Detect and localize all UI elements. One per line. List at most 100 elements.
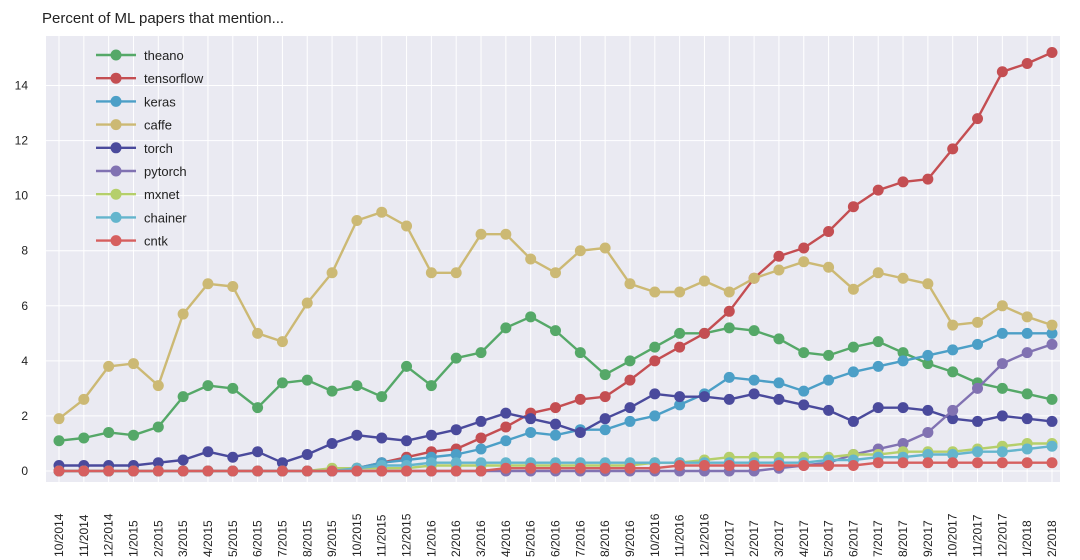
- data-point-caffe: [376, 206, 388, 218]
- data-point-cntk: [599, 462, 611, 474]
- legend-label: caffe: [144, 118, 172, 133]
- legend-marker: [110, 188, 122, 200]
- data-point-theano: [773, 333, 785, 345]
- data-point-torch: [202, 446, 214, 458]
- data-point-tensorflow: [500, 421, 512, 433]
- data-point-theano: [103, 426, 115, 438]
- data-point-tensorflow: [897, 176, 909, 188]
- data-point-caffe: [227, 281, 239, 293]
- data-point-theano: [202, 380, 214, 392]
- data-point-torch: [723, 393, 735, 405]
- legend-item-chainer: chainer: [96, 210, 187, 225]
- data-point-tensorflow: [574, 393, 586, 405]
- data-point-tensorflow: [550, 402, 561, 414]
- data-point-caffe: [599, 242, 611, 254]
- data-point-caffe: [798, 256, 810, 268]
- x-tick-label: 7/2015: [275, 520, 289, 557]
- data-point-cntk: [1046, 457, 1058, 469]
- data-point-torch: [227, 451, 239, 463]
- series-cntk: [53, 457, 1058, 477]
- x-tick-label: 8/2017: [896, 520, 910, 557]
- data-point-cntk: [996, 457, 1008, 469]
- data-point-cntk: [1021, 457, 1033, 469]
- data-point-caffe: [574, 245, 586, 257]
- data-point-theano: [351, 380, 363, 392]
- data-point-caffe: [276, 336, 288, 348]
- data-point-torch: [996, 410, 1008, 422]
- data-point-keras: [922, 349, 934, 361]
- data-point-caffe: [624, 278, 636, 290]
- data-point-cntk: [103, 465, 115, 477]
- x-tick-label: 7/2017: [871, 520, 885, 557]
- x-tick-label: 7/2016: [573, 520, 587, 557]
- data-point-caffe: [748, 272, 760, 284]
- data-point-caffe: [922, 278, 934, 290]
- data-point-theano: [550, 325, 561, 337]
- plot-area: [46, 36, 1060, 482]
- data-point-chainer: [450, 457, 462, 469]
- data-point-torch: [674, 391, 686, 403]
- data-point-caffe: [177, 308, 189, 320]
- data-point-torch: [574, 426, 586, 438]
- x-tick-label: 4/2016: [499, 520, 513, 557]
- x-tick-label: 9/2015: [325, 520, 339, 557]
- data-point-torch: [326, 437, 338, 449]
- data-point-theano: [1046, 393, 1058, 405]
- data-point-keras: [773, 377, 785, 389]
- x-tick-label: 12/2014: [102, 513, 116, 557]
- data-point-chainer: [1046, 440, 1058, 452]
- data-point-torch: [1021, 413, 1033, 425]
- x-tick-label: 1/2015: [126, 520, 140, 557]
- x-tick-label: 10/2017: [946, 513, 960, 557]
- data-point-pytorch: [897, 437, 909, 449]
- data-point-caffe: [326, 267, 338, 279]
- data-point-caffe: [103, 360, 115, 372]
- data-point-caffe: [823, 261, 835, 273]
- data-point-theano: [326, 385, 338, 397]
- data-point-caffe: [401, 220, 413, 232]
- data-point-tensorflow: [823, 225, 835, 237]
- data-point-cntk: [450, 465, 462, 477]
- data-point-caffe: [698, 275, 710, 287]
- data-point-cntk: [326, 465, 338, 477]
- x-tick-label: 2/2017: [747, 520, 761, 557]
- data-point-tensorflow: [922, 173, 934, 185]
- data-point-torch: [872, 402, 884, 414]
- data-point-theano: [301, 374, 313, 386]
- data-point-torch: [698, 391, 710, 403]
- data-point-theano: [897, 347, 909, 359]
- data-point-caffe: [996, 300, 1008, 312]
- data-point-theano: [276, 377, 288, 389]
- data-point-cntk: [723, 459, 735, 471]
- data-point-theano: [649, 341, 661, 353]
- data-point-pytorch: [1046, 338, 1058, 350]
- x-tick-label: 10/2016: [648, 513, 662, 557]
- data-point-tensorflow: [798, 242, 810, 254]
- x-tick-label: 3/2016: [474, 520, 488, 557]
- y-tick-label: 8: [21, 244, 28, 258]
- data-point-caffe: [972, 316, 984, 328]
- x-tick-label: 12/2017: [995, 513, 1009, 557]
- x-tick-label: 6/2015: [251, 520, 265, 557]
- data-point-torch: [401, 435, 413, 447]
- y-tick-label: 6: [21, 299, 28, 313]
- data-point-torch: [847, 415, 859, 427]
- data-point-cntk: [301, 465, 313, 477]
- data-point-cntk: [376, 465, 388, 477]
- data-point-cntk: [872, 457, 884, 469]
- data-point-tensorflow: [996, 66, 1008, 78]
- data-point-theano: [425, 380, 437, 392]
- x-tick-label: 3/2015: [176, 520, 190, 557]
- data-point-theano: [947, 366, 959, 378]
- data-point-cntk: [53, 465, 65, 477]
- data-point-cntk: [425, 465, 437, 477]
- data-point-caffe: [425, 267, 437, 279]
- data-point-cntk: [823, 459, 835, 471]
- data-point-tensorflow: [475, 432, 487, 444]
- data-point-cntk: [78, 465, 90, 477]
- data-point-pytorch: [996, 358, 1008, 370]
- data-point-tensorflow: [624, 374, 636, 386]
- data-point-caffe: [723, 286, 735, 298]
- data-point-chainer: [972, 446, 984, 458]
- data-point-torch: [177, 454, 189, 466]
